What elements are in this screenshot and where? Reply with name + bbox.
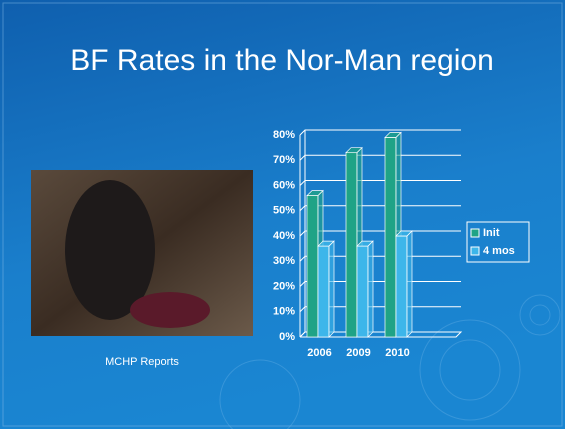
x-tick-label: 2009 <box>346 347 370 359</box>
bar-front <box>357 246 368 337</box>
bar-side <box>407 231 412 337</box>
bar-front <box>346 153 357 337</box>
legend-label: Init <box>483 227 500 239</box>
y-tick-label: 20% <box>273 280 295 292</box>
bar <box>357 241 373 337</box>
page: BF Rates in the Nor-Man region MCHP Repo… <box>0 0 565 429</box>
x-tick-label: 2010 <box>385 347 409 359</box>
y-tick-label: 80% <box>273 129 295 141</box>
bar <box>396 231 412 337</box>
y-tick-label: 40% <box>273 230 295 242</box>
bar-front <box>385 138 396 337</box>
slide-title: BF Rates in the Nor-Man region <box>70 44 494 77</box>
bar-side <box>368 241 373 337</box>
bar-front <box>318 246 329 337</box>
y-tick-label: 0% <box>279 331 295 343</box>
x-tick-label: 2006 <box>307 347 331 359</box>
caption: MCHP Reports <box>105 356 179 368</box>
photo-baby <box>130 292 210 328</box>
y-tick-label: 30% <box>273 255 295 267</box>
legend-swatch <box>471 229 479 237</box>
slide: BF Rates in the Nor-Man region MCHP Repo… <box>0 0 565 429</box>
y-tick-label: 50% <box>273 205 295 217</box>
bar-side <box>329 241 334 337</box>
y-tick-label: 70% <box>273 154 295 166</box>
legend-swatch <box>471 247 479 255</box>
bar <box>318 241 334 337</box>
y-tick-label: 10% <box>273 306 295 318</box>
bar-front <box>396 236 407 337</box>
legend-label: 4 mos <box>483 245 515 257</box>
bar-front <box>307 196 318 337</box>
y-tick-label: 60% <box>273 179 295 191</box>
